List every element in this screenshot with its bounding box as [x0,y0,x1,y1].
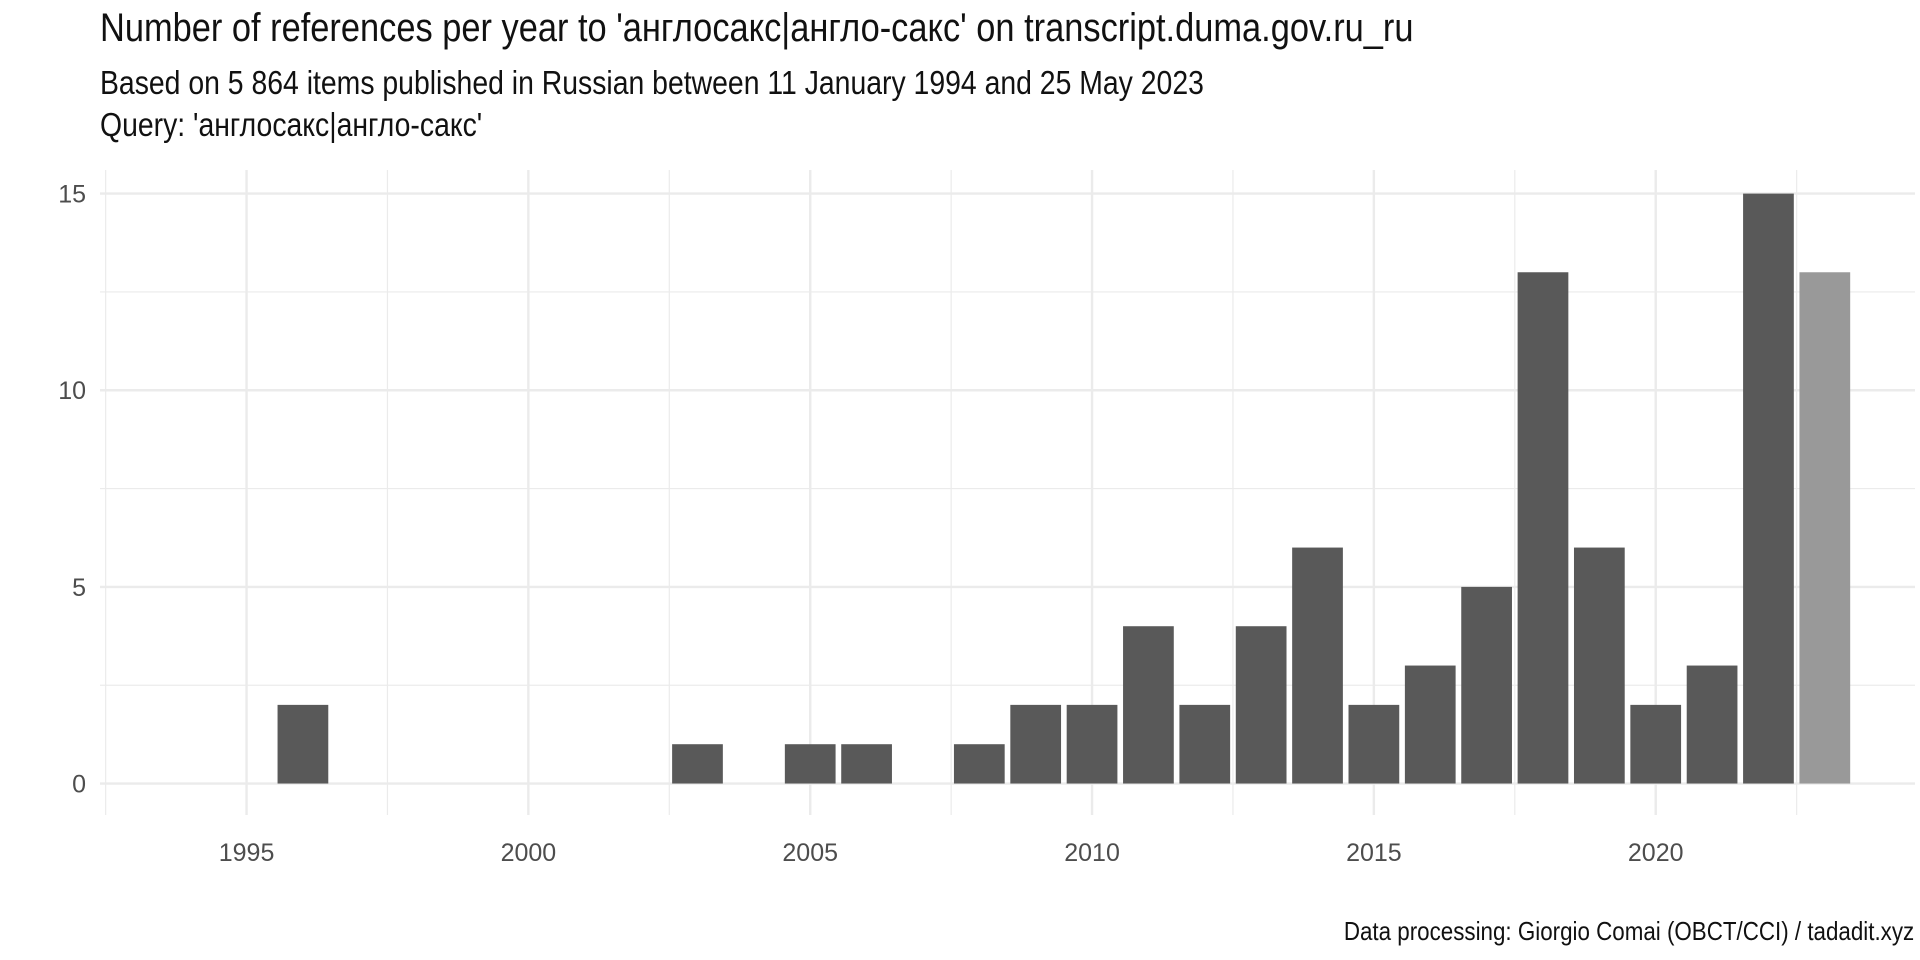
x-axis-ticks: 1995 2000 2005 2010 2015 2020 [219,839,1684,867]
y-tick-label: 0 [72,771,86,799]
x-tick-label: 2015 [1346,839,1402,867]
bar-2005 [784,744,836,784]
chart-subtitle: Based on 5 864 items published in Russia… [100,64,1204,101]
bar-2011 [1123,626,1174,784]
bar-2018 [1517,272,1569,784]
chart-query: Query: 'англосакс|англо-сакс' [100,106,483,143]
y-tick-label: 5 [72,574,86,602]
bar-2003 [672,744,723,784]
bar-2014 [1292,547,1343,784]
y-tick-label: 15 [58,181,86,209]
bar-2023 [1799,272,1851,784]
bar-2006 [841,744,892,784]
x-tick-label: 2005 [782,839,838,867]
x-tick-label: 2010 [1064,839,1120,867]
bar-2017 [1461,586,1512,784]
bar-2022 [1743,193,1794,784]
y-axis-ticks: 0 5 10 15 [58,181,86,799]
x-tick-label: 2020 [1628,839,1684,867]
bar-2015 [1348,704,1400,784]
bars [277,193,1851,784]
bar-2021 [1686,665,1738,784]
chart-caption: Data processing: Giorgio Comai (OBCT/CCI… [1343,916,1914,946]
y-tick-label: 10 [58,377,86,405]
x-tick-label: 1995 [219,839,275,867]
bar-2010 [1066,704,1118,784]
bar-2020 [1630,704,1682,784]
grid-minor [100,170,1915,815]
bar-2019 [1573,547,1625,784]
bar-2013 [1235,626,1287,784]
x-tick-label: 2000 [501,839,557,867]
bar-2008 [953,744,1005,784]
bar-2009 [1010,704,1062,784]
bar-1996 [277,704,329,784]
bar-2012 [1179,704,1231,784]
chart-title: Number of references per year to 'англос… [100,6,1414,50]
bar-2016 [1404,665,1456,784]
